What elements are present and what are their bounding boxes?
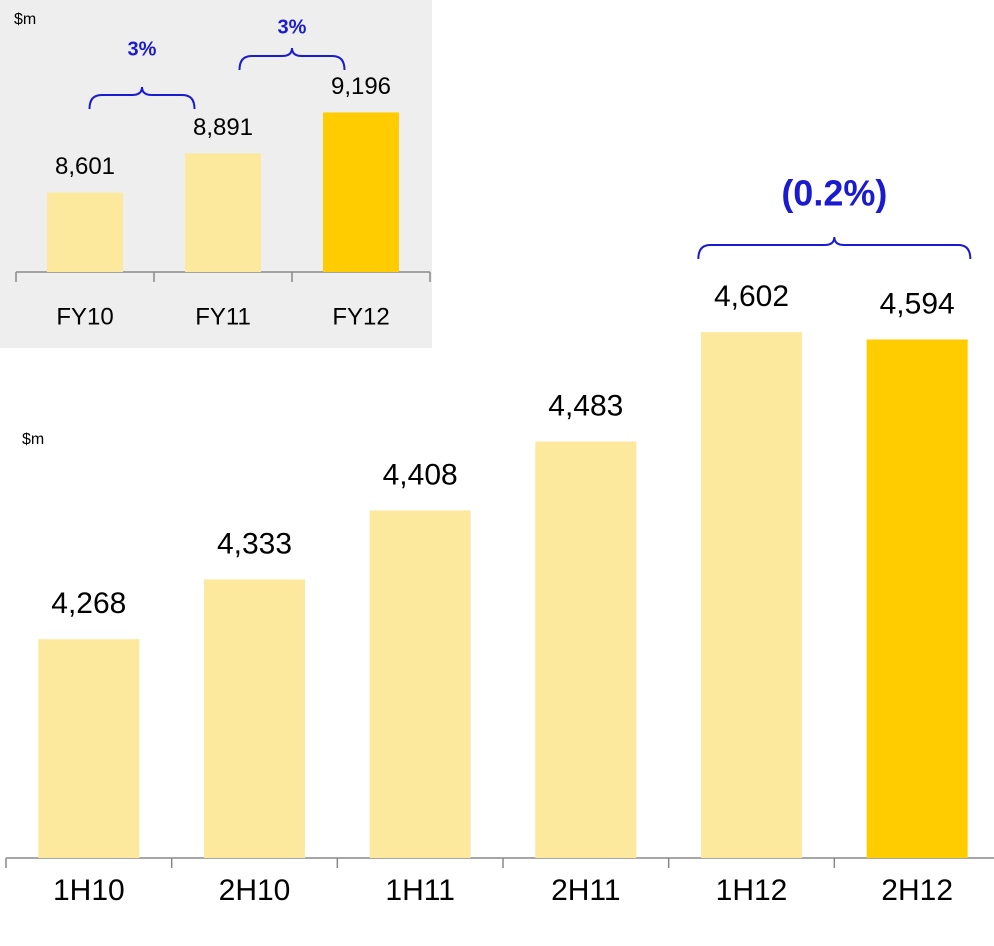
brace xyxy=(238,47,346,71)
x-tick-label: 2H11 xyxy=(551,874,621,907)
bar xyxy=(866,339,968,858)
value-label: 4,602 xyxy=(714,280,789,313)
value-label: 8,601 xyxy=(55,153,115,180)
value-label: 4,483 xyxy=(548,389,623,422)
annotation: 3% xyxy=(278,16,307,38)
bar xyxy=(38,639,140,858)
value-label: 4,594 xyxy=(880,287,955,320)
bar xyxy=(47,192,123,272)
value-label: 4,408 xyxy=(383,458,458,491)
bar xyxy=(369,510,471,858)
brace xyxy=(697,236,972,260)
unit-label: $m xyxy=(22,431,44,448)
x-tick-label: 2H10 xyxy=(219,874,291,907)
brace xyxy=(88,86,196,110)
unit-label: $m xyxy=(14,11,36,28)
x-tick-label: 1H10 xyxy=(53,874,125,907)
bar xyxy=(185,153,261,272)
annotation: 3% xyxy=(128,38,157,60)
value-label: 4,333 xyxy=(217,527,292,560)
bar xyxy=(204,579,305,858)
value-label: 8,891 xyxy=(193,114,253,141)
x-tick-label: FY10 xyxy=(56,303,113,330)
annotation: (0.2%) xyxy=(781,173,887,214)
x-tick-label: 1H12 xyxy=(716,874,788,907)
x-tick-label: 2H12 xyxy=(881,874,953,907)
x-tick-label: FY12 xyxy=(332,303,389,330)
value-label: 4,268 xyxy=(51,587,126,620)
bar xyxy=(701,332,802,858)
bar xyxy=(535,441,637,858)
value-label: 9,196 xyxy=(331,73,391,100)
x-tick-label: FY11 xyxy=(195,303,251,330)
bar xyxy=(323,112,399,272)
x-tick-label: 1H11 xyxy=(385,874,455,907)
